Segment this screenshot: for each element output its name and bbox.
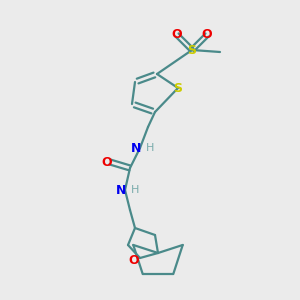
Text: S: S — [188, 44, 196, 56]
Text: S: S — [173, 82, 182, 94]
Text: O: O — [202, 28, 212, 41]
Text: O: O — [129, 254, 139, 266]
Text: N: N — [116, 184, 126, 196]
Text: H: H — [146, 143, 154, 153]
Text: O: O — [172, 28, 182, 41]
Text: O: O — [102, 155, 112, 169]
Text: N: N — [131, 142, 141, 154]
Text: H: H — [131, 185, 139, 195]
